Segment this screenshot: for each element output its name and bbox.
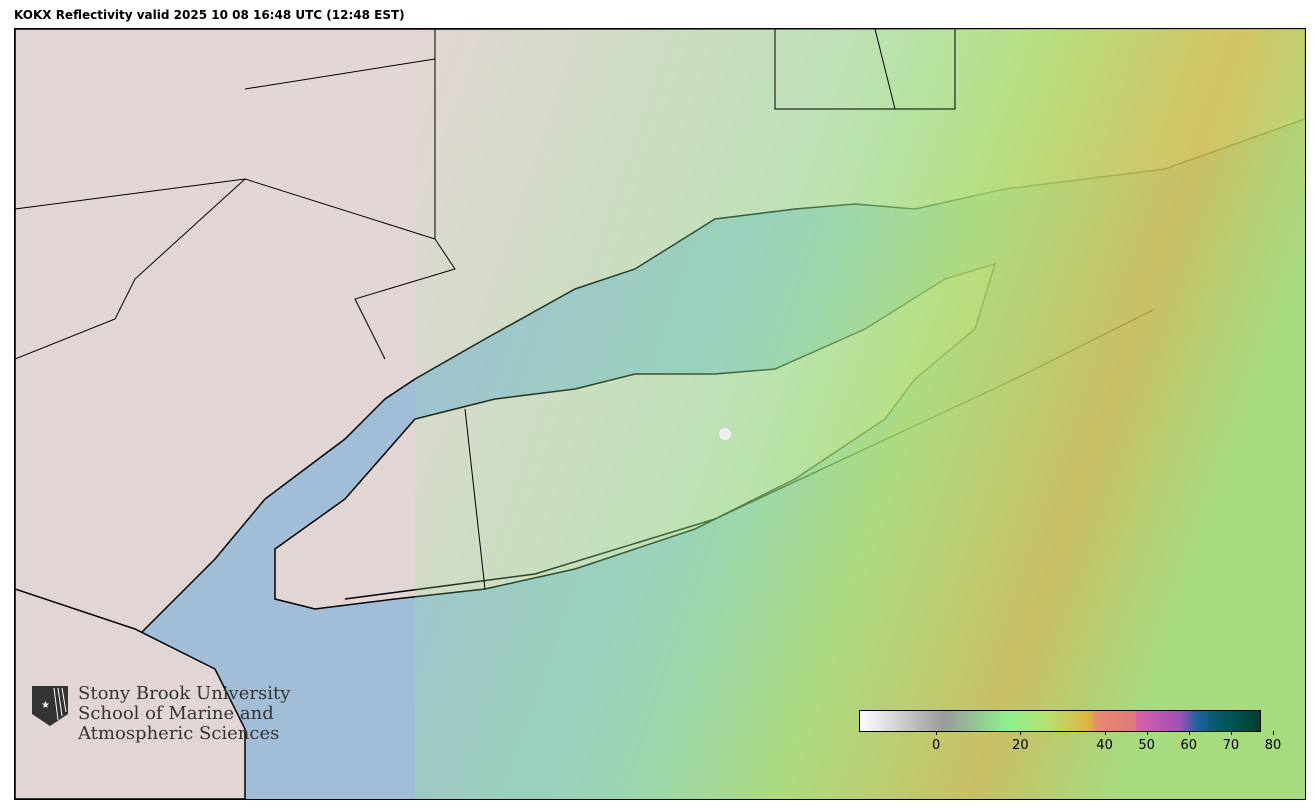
colorbar-tick-label: 20 [1012,738,1029,753]
colorbar-tick-label: 50 [1138,738,1155,753]
radar-map[interactable] [14,28,1306,800]
map-title: KOKX Reflectivity valid 2025 10 08 16:48… [14,8,405,22]
colorbar-tick-mark [1273,731,1274,735]
colorbar-tick-mark [1188,731,1190,735]
colorbar [859,710,1261,732]
colorbar-tick-mark [1146,731,1148,735]
logo-line-2: School of Marine and [78,703,274,724]
colorbar-tick-mark [1104,731,1106,735]
svg-text:★: ★ [41,700,50,711]
land-staten-nj [15,588,246,799]
logo-line-1: Stony Brook University [78,683,291,704]
colorbar-tick-label: 70 [1222,738,1240,753]
map-layer [15,29,1305,799]
radar-site [719,428,731,440]
shield-logo-icon: ★ [32,686,68,726]
colorbar-tick-mark [1020,731,1022,735]
university-logo: ★ Stony Brook University School of Marin… [30,684,290,744]
logo-line-3: Atmospheric Sciences [78,723,280,744]
colorbar-tick-mark [1230,731,1232,735]
colorbar-tick-mark [936,731,938,735]
colorbar-tick-label: 40 [1096,738,1113,753]
state-borders [15,29,956,590]
precipitation-echo [415,29,1305,799]
colorbar-tick-label: 0 [932,738,941,753]
colorbar-tick-label: 80 [1264,738,1282,753]
colorbar-tick-label: 60 [1180,738,1198,753]
